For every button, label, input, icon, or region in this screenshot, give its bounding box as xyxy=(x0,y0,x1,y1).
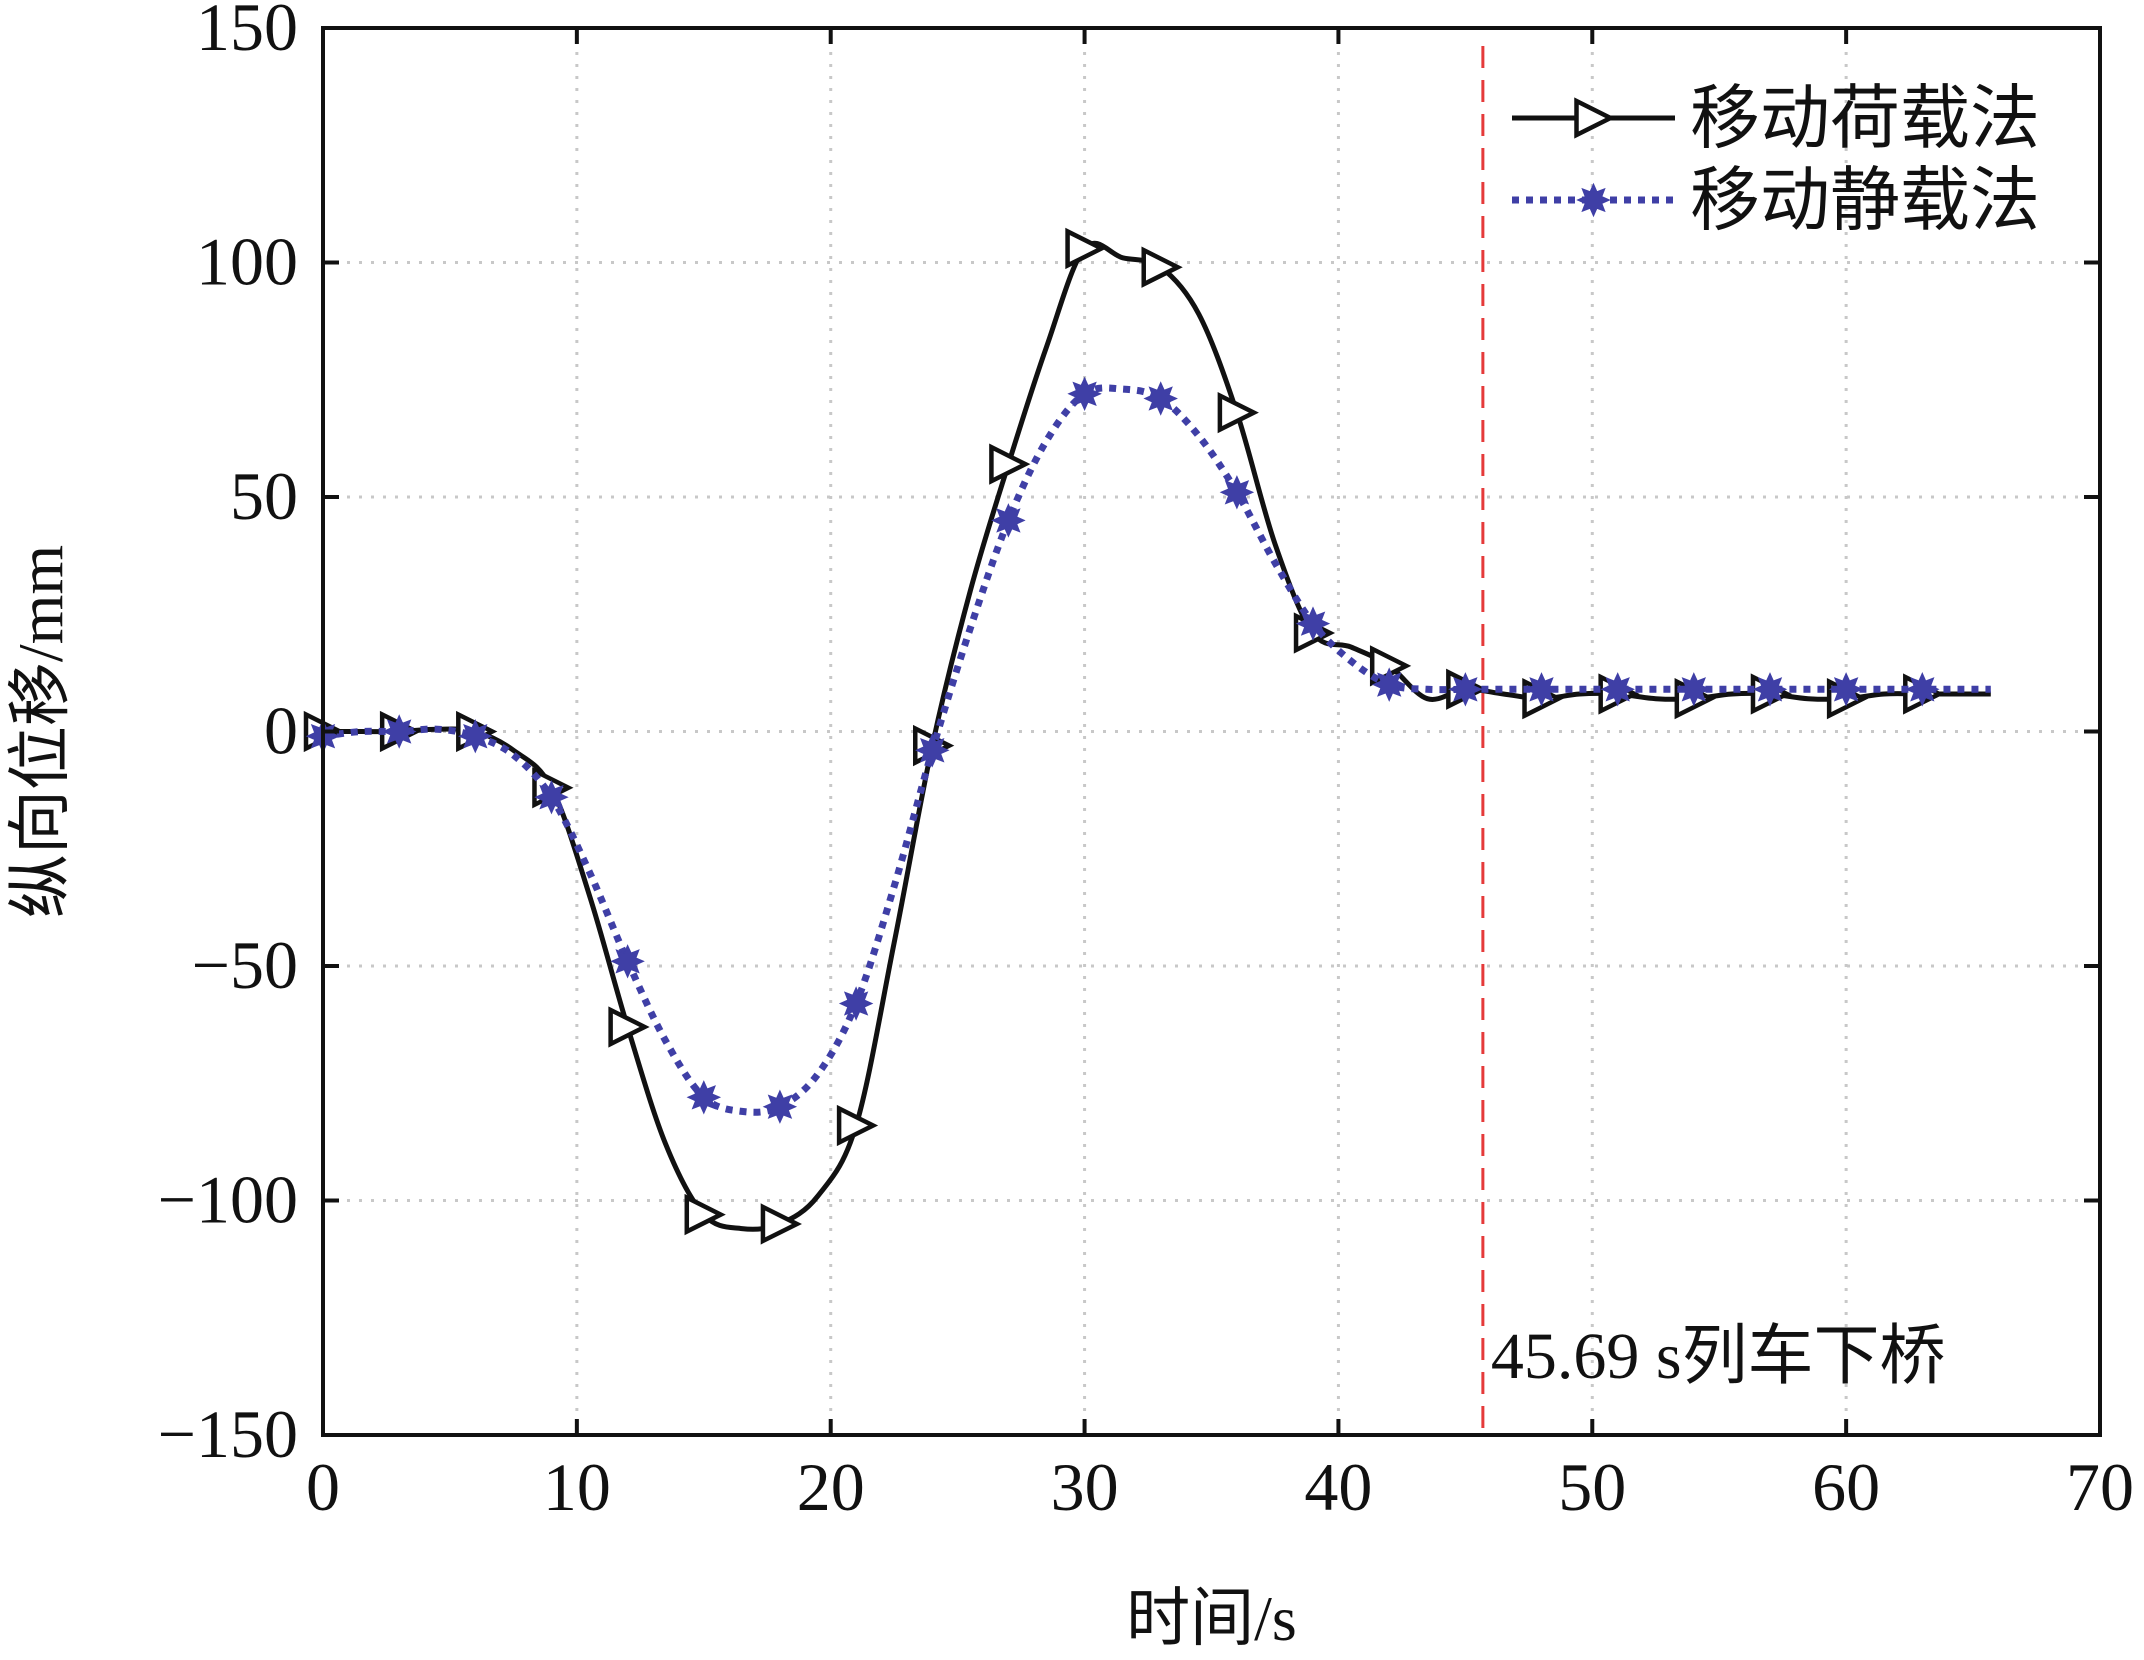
legend-marker xyxy=(1576,182,1611,218)
x-tick-label: 0 xyxy=(306,1449,340,1525)
data-point-marker xyxy=(1371,667,1407,702)
data-point-marker xyxy=(1141,246,1183,288)
y-tick-label: 50 xyxy=(230,458,298,534)
x-tick-label: 70 xyxy=(2066,1449,2134,1525)
x-tick-label: 30 xyxy=(1051,1449,1119,1525)
x-tick-label: 40 xyxy=(1304,1449,1372,1525)
x-tick-label: 50 xyxy=(1558,1449,1626,1525)
data-point-marker xyxy=(1295,606,1331,641)
data-point-marker xyxy=(838,986,874,1021)
data-point-marker xyxy=(458,718,493,754)
x-axis-title: 时间/s xyxy=(1126,1583,1297,1654)
data-point-marker xyxy=(1600,672,1635,707)
reference-line-annotation: 45.69 s列车下桥 xyxy=(1491,1320,1946,1393)
data-point-marker xyxy=(1219,475,1255,510)
y-tick-label: −150 xyxy=(158,1396,298,1472)
y-tick-label: 150 xyxy=(196,0,298,65)
data-point-marker xyxy=(1905,672,1940,707)
x-tick-label: 60 xyxy=(1812,1449,1880,1525)
data-point-marker xyxy=(989,443,1031,485)
data-point-marker xyxy=(1752,672,1788,707)
data-point-marker xyxy=(1828,672,1864,707)
data-point-marker xyxy=(1676,672,1712,707)
data-point-marker xyxy=(1065,227,1107,270)
grid xyxy=(323,28,2100,1435)
legend-label: 移动荷载法 xyxy=(1690,81,2040,158)
data-point-marker xyxy=(534,779,569,815)
data-point-marker xyxy=(381,714,417,749)
data-point-marker xyxy=(1524,672,1559,707)
legend-entry: 移动荷载法 xyxy=(1512,81,2040,158)
series-2 xyxy=(305,376,1991,1124)
data-point-marker xyxy=(1217,391,1259,434)
data-point-marker xyxy=(1143,381,1178,416)
data-point-marker xyxy=(1067,376,1102,412)
data-point-marker xyxy=(915,733,950,768)
legend-marker xyxy=(1574,97,1616,139)
x-tick-label: 20 xyxy=(797,1449,865,1525)
data-point-marker xyxy=(1448,672,1483,707)
legend-entry: 移动静载法 xyxy=(1512,163,2040,240)
y-axis-title: 纵向位移/mm xyxy=(5,545,76,918)
series-1 xyxy=(303,227,1991,1245)
data-point-marker xyxy=(610,944,645,979)
x-tick-label: 10 xyxy=(543,1449,611,1525)
data-point-marker xyxy=(608,1006,650,1048)
data-point-marker xyxy=(762,1089,798,1124)
axes: 0 10 20 30 40 50 60 70 −150 −100 −50 0 50 100 150 xyxy=(158,0,2134,1525)
data-point-marker xyxy=(760,1203,802,1245)
data-point-marker xyxy=(686,1080,722,1115)
data-point-marker xyxy=(836,1104,879,1147)
data-point-marker xyxy=(684,1193,726,1236)
series-group xyxy=(303,227,1991,1245)
data-point-marker xyxy=(991,503,1026,538)
y-tick-label: −100 xyxy=(158,1162,298,1238)
y-tick-label: −50 xyxy=(192,927,298,1003)
y-tick-label: 0 xyxy=(264,693,298,769)
y-tick-label: 100 xyxy=(196,224,298,300)
legend-label: 移动静载法 xyxy=(1690,163,2040,240)
